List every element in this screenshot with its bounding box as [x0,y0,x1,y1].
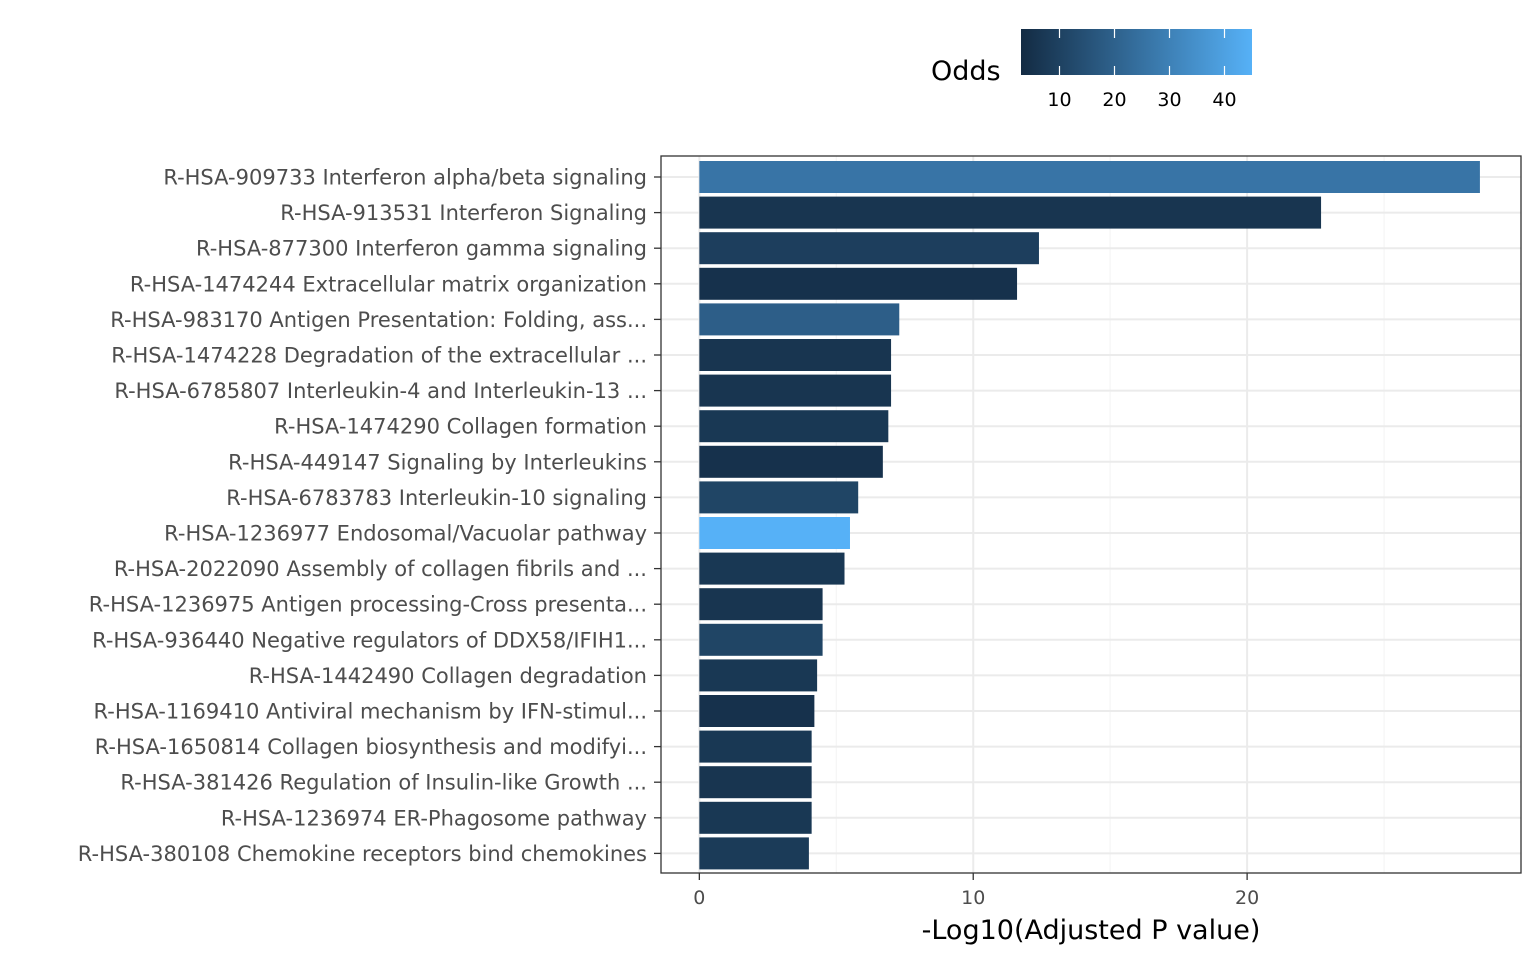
y-tick-label: R-HSA-1474244 Extracellular matrix organ… [130,272,647,296]
bar [699,196,1322,229]
bar [699,303,900,336]
x-axis-title: -Log10(Adjusted P value) [922,915,1261,946]
bar [699,339,892,371]
legend-tick-label: 40 [1212,89,1236,111]
bar [699,659,818,692]
y-tick-label: R-HSA-913531 Interferon Signaling [280,201,647,225]
bar [699,766,812,799]
bar [699,588,823,621]
y-tick-label: R-HSA-1236975 Antigen processing-Cross p… [89,593,647,617]
bar [699,801,812,834]
bar [699,517,850,549]
bar [699,481,859,514]
bar [699,730,812,763]
y-tick-label: R-HSA-6783783 Interleukin-10 signaling [226,486,647,510]
y-tick-label: R-HSA-2022090 Assembly of collagen fibri… [114,557,647,581]
bar [699,232,1039,265]
legend-tick-label: 30 [1157,89,1181,111]
y-tick-label: R-HSA-1474228 Degradation of the extrace… [111,344,647,368]
y-tick-label: R-HSA-1236974 ER-Phagosome pathway [221,806,647,830]
y-tick-label: R-HSA-6785807 Interleukin-4 and Interleu… [114,379,647,403]
x-tick-label: 10 [961,887,985,909]
y-tick-label: R-HSA-1236977 Endosomal/Vacuolar pathway [164,522,647,546]
bar [699,267,1018,300]
x-axis: 0 10 20 [693,873,1259,909]
y-tick-label: R-HSA-1169410 Antiviral mechanism by IFN… [94,700,647,724]
y-tick-label: R-HSA-1442490 Collagen degradation [249,664,647,688]
x-tick-label: 0 [693,887,705,909]
panel-border [660,155,1522,874]
y-axis: R-HSA-909733 Interferon alpha/beta signa… [78,166,661,866]
bar [699,374,892,407]
y-tick-label: R-HSA-983170 Antigen Presentation: Foldi… [110,308,647,332]
bar [699,445,883,478]
bar [699,161,1480,193]
x-tick-label: 20 [1235,887,1259,909]
odds-legend: Odds 10 20 30 40 [931,29,1252,111]
plot-panel [660,155,1522,874]
y-tick-label: R-HSA-1474290 Collagen formation [274,415,647,439]
legend-title: Odds [931,56,1001,87]
y-tick-label: R-HSA-909733 Interferon alpha/beta signa… [163,166,647,190]
bar [699,837,809,870]
legend-colorbar [1021,29,1252,75]
legend-tick-label: 20 [1102,89,1126,111]
y-tick-label: R-HSA-380108 Chemokine receptors bind ch… [78,842,647,866]
bar [699,695,815,727]
y-tick-label: R-HSA-1650814 Collagen biosynthesis and … [95,735,647,759]
bar [699,410,889,443]
y-tick-label: R-HSA-449147 Signaling by Interleukins [228,450,647,474]
bars [699,161,1480,870]
legend-tick-label: 10 [1047,89,1071,111]
y-tick-label: R-HSA-381426 Regulation of Insulin-like … [120,771,647,795]
bar [699,552,845,585]
y-tick-label: R-HSA-936440 Negative regulators of DDX5… [92,628,647,652]
y-tick-label: R-HSA-877300 Interferon gamma signaling [196,237,647,261]
bar [699,623,823,656]
legend-ticks: 10 20 30 40 [1047,29,1237,111]
